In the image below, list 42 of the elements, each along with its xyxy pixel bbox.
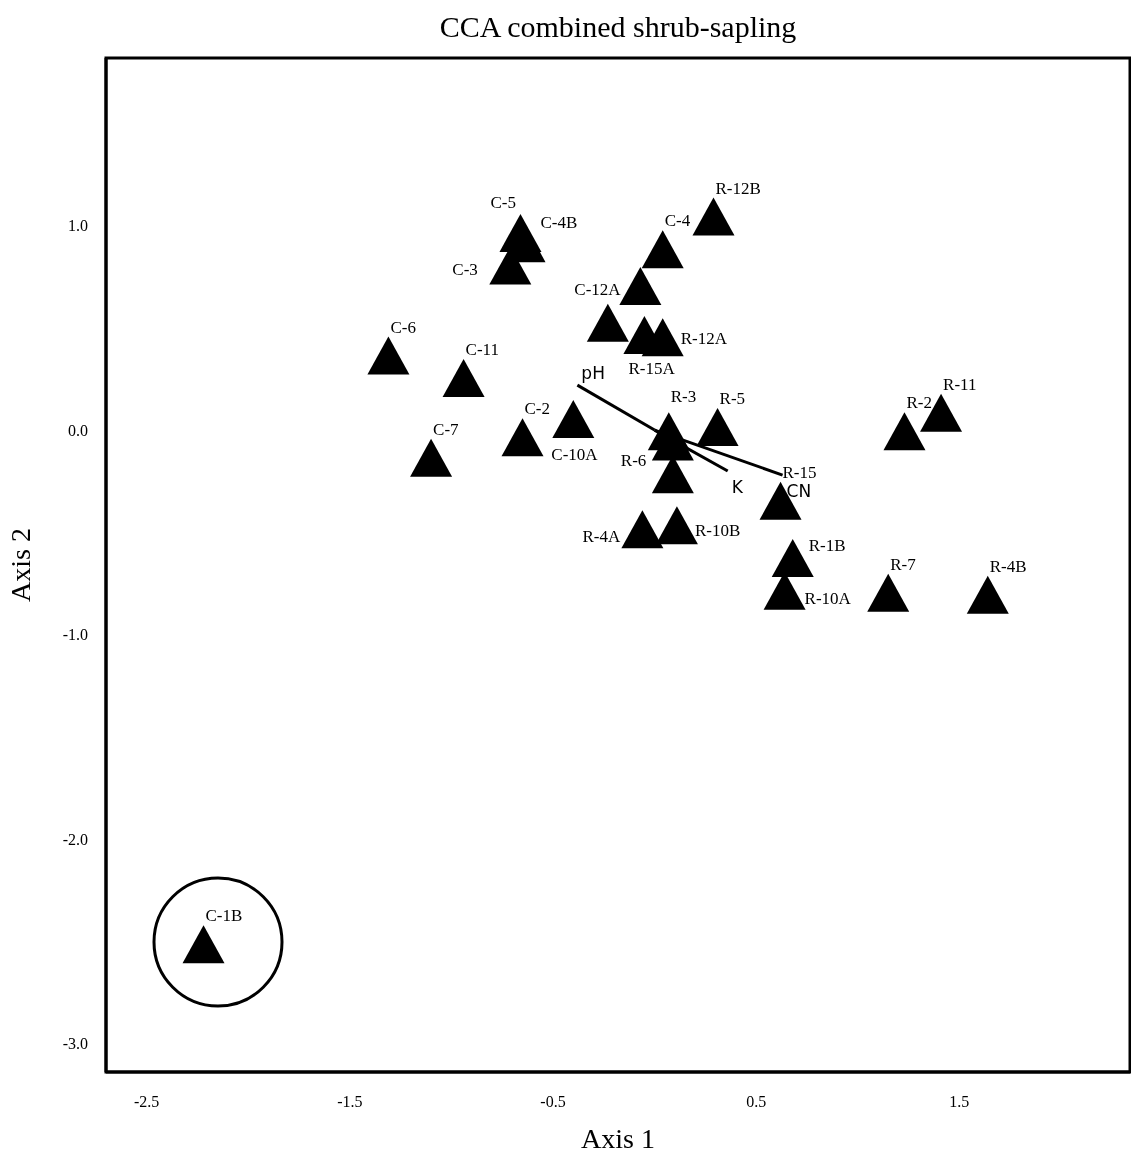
series-label: CN — [786, 481, 812, 502]
data-label: R-11 — [943, 374, 977, 394]
data-label: C-3 — [452, 259, 478, 279]
x-tick-label: 0.5 — [746, 1093, 767, 1111]
data-label: R-2 — [906, 393, 932, 413]
data-label: C-6 — [390, 317, 416, 337]
data-label: C-7 — [433, 419, 460, 439]
data-label: R-5 — [719, 389, 746, 409]
data-label: R-12B — [715, 178, 761, 198]
data-label: R-10B — [694, 521, 741, 541]
series-label: pH — [581, 363, 605, 384]
chart-title: CCA combined shrub-sapling — [438, 10, 798, 44]
y-tick-label: -2.0 — [62, 830, 88, 848]
y-axis-title: Axis 2 — [4, 528, 36, 602]
data-label: R-1B — [808, 535, 846, 555]
data-label: R-4B — [989, 556, 1027, 576]
data-label: C-5 — [490, 192, 516, 212]
y-tick-label: -3.0 — [62, 1035, 88, 1053]
data-label: R-6 — [620, 451, 647, 471]
data-label: R-7 — [890, 554, 917, 574]
x-tick-label: -0.5 — [540, 1093, 566, 1111]
data-label: R-15A — [628, 359, 676, 379]
data-label: C-4B — [540, 213, 578, 233]
x-tick-label: -1.5 — [337, 1093, 363, 1111]
data-label: C-10A — [551, 444, 599, 464]
data-label: R-4A — [582, 527, 621, 547]
x-axis-title: Axis 1 — [581, 1123, 655, 1154]
y-tick-label: -1.0 — [62, 626, 88, 644]
data-label: C-12A — [574, 280, 622, 300]
data-label: R-15 — [782, 462, 817, 482]
data-label: C-4 — [664, 211, 691, 231]
data-label: C-2 — [524, 399, 551, 419]
data-label: C-11 — [465, 340, 499, 360]
data-label: C-1B — [205, 906, 243, 926]
y-tick-label: 1.0 — [68, 217, 88, 235]
y-tick-label: 0.0 — [68, 421, 88, 439]
series-label: K — [731, 476, 744, 497]
data-label: R-10A — [804, 588, 852, 608]
data-label: R-12A — [680, 329, 728, 349]
x-tick-label: -2.5 — [133, 1093, 160, 1111]
x-tick-label: 1.5 — [949, 1093, 970, 1111]
data-label: R-3 — [670, 387, 697, 407]
